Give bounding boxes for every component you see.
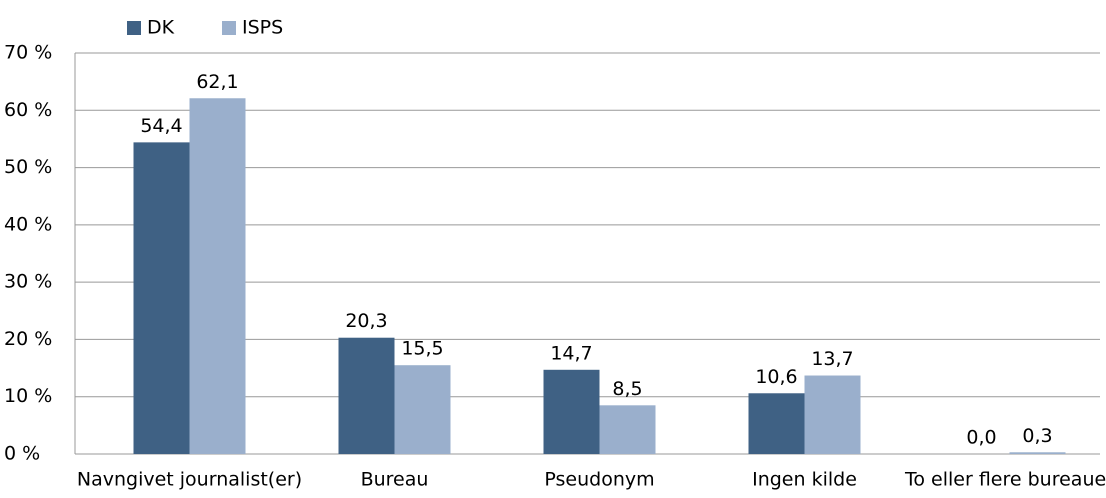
x-tick-label: Navngivet journalist(er) [77,469,302,491]
y-tick-label: 50 % [4,156,52,178]
bar [543,369,600,454]
x-tick-label: Ingen kilde [752,469,857,491]
bar [394,365,451,454]
value-label: 13,7 [811,348,853,370]
y-tick-label: 20 % [4,328,52,350]
value-label: 20,3 [345,310,387,332]
bar [189,98,246,455]
y-tick-label: 30 % [4,271,52,293]
bar [748,393,805,454]
y-tick-label: 10 % [4,385,52,407]
x-tick-label: Pseudonym [544,469,654,491]
value-label: 62,1 [196,71,238,93]
y-tick-label: 40 % [4,213,52,235]
x-tick-label: To eller flere bureauer [904,469,1106,491]
legend-label: ISPS [242,17,283,39]
value-label: 8,5 [612,378,642,400]
bar [599,405,656,454]
value-label: 15,5 [401,338,443,360]
y-tick-label: 0 % [4,443,40,465]
legend-label: DK [147,17,175,39]
bar [133,142,190,454]
value-label: 14,7 [550,342,592,364]
value-label: 54,4 [140,115,182,137]
bar [1009,452,1066,454]
x-tick-label: Bureau [361,469,429,491]
bar [338,337,395,454]
value-label: 10,6 [755,366,797,388]
legend-swatch [222,21,236,35]
value-label: 0,3 [1022,425,1052,447]
y-tick-label: 60 % [4,99,52,121]
y-tick-label: 70 % [4,42,52,64]
bar [804,375,861,454]
value-label: 0,0 [966,427,996,449]
legend-swatch [127,21,141,35]
